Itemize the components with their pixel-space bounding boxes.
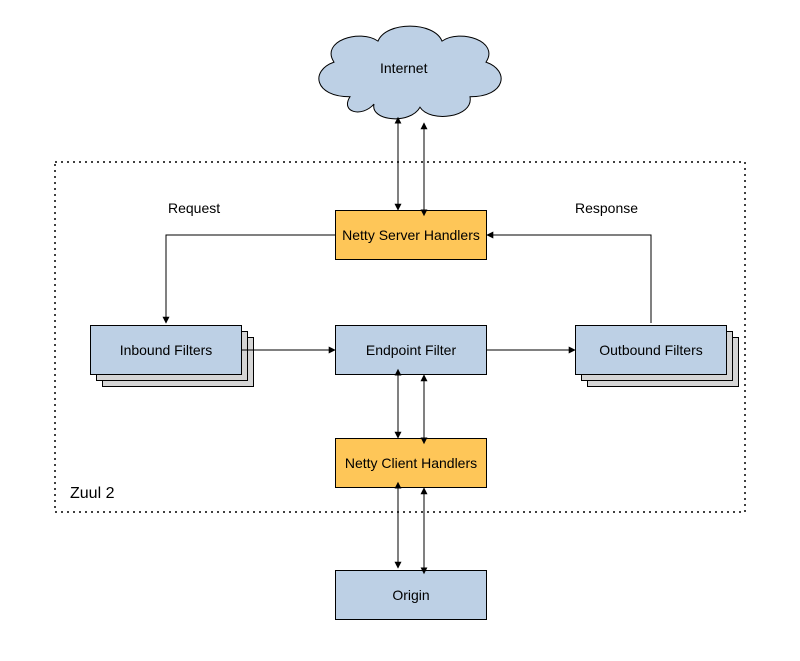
netty-client-label: Netty Client Handlers <box>345 455 477 471</box>
edge-outbound_to_server <box>487 235 651 323</box>
inbound-filters-label: Inbound Filters <box>120 342 213 358</box>
edge-server_to_inbound <box>166 235 335 323</box>
response-label: Response <box>575 200 638 216</box>
internet-label: Internet <box>380 60 427 76</box>
endpoint-filter-label: Endpoint Filter <box>366 342 456 358</box>
endpoint-filter-node: Endpoint Filter <box>335 325 487 375</box>
netty-server-label: Netty Server Handlers <box>342 227 480 243</box>
netty-server-handlers-node: Netty Server Handlers <box>335 210 487 260</box>
request-label: Request <box>168 200 220 216</box>
outbound-filters-node: Outbound Filters <box>575 325 727 375</box>
container-label: Zuul 2 <box>70 485 114 503</box>
origin-label: Origin <box>392 587 429 603</box>
inbound-filters-node: Inbound Filters <box>90 325 242 375</box>
diagram-canvas: Zuul 2 Internet Netty Server Handlers In… <box>0 0 800 661</box>
origin-node: Origin <box>335 570 487 620</box>
outbound-filters-label: Outbound Filters <box>599 342 703 358</box>
netty-client-handlers-node: Netty Client Handlers <box>335 438 487 488</box>
